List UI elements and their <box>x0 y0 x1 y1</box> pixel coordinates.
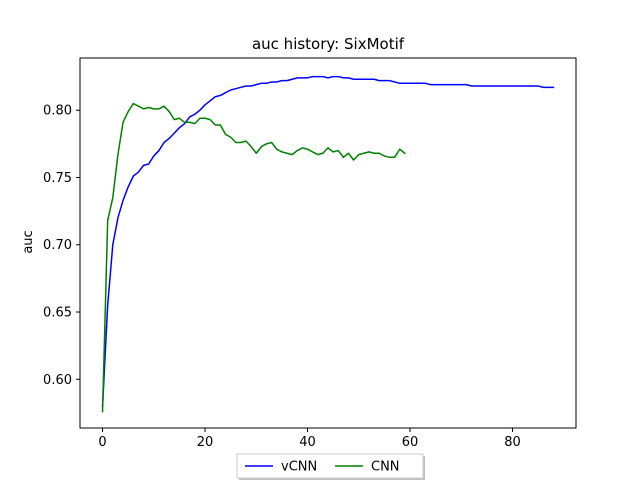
y-axis-label: auc <box>21 230 36 253</box>
y-tick-label: 0.70 <box>43 238 72 253</box>
series-line-cnn <box>101 102 406 413</box>
x-tick-label: 0 <box>98 435 106 450</box>
legend-label-vcnn: vCNN <box>281 460 317 475</box>
plot-frame <box>79 57 577 429</box>
y-tick-label: 0.75 <box>43 171 72 186</box>
x-tick-label: 60 <box>402 435 419 450</box>
x-tick-label: 80 <box>504 435 521 450</box>
legend: vCNN CNN <box>236 453 425 480</box>
legend-label-cnn: CNN <box>371 460 400 475</box>
x-tick-label: 20 <box>197 435 214 450</box>
y-tick-label: 0.60 <box>43 373 72 388</box>
series-line-vcnn <box>101 75 555 407</box>
y-tick-label: 0.65 <box>43 306 72 321</box>
x-tick-label: 40 <box>299 435 316 450</box>
plot-area: 0 20 40 60 80 0.60 0.65 0.70 0.75 0.80 <box>43 75 555 450</box>
chart-title: auc history: SixMotif <box>252 35 405 53</box>
y-tick-label: 0.80 <box>43 104 72 119</box>
